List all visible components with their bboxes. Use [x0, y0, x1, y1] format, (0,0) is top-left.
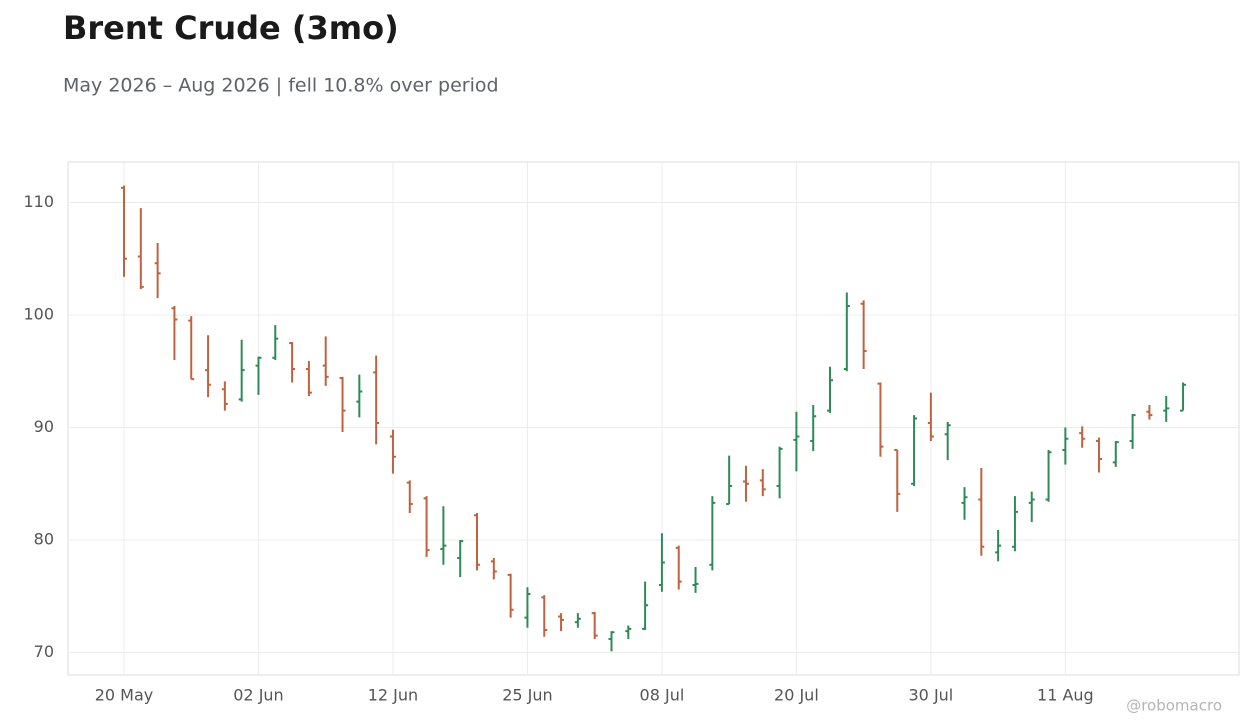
x-tick-label: 30 Jul — [909, 686, 954, 705]
x-tick-label: 12 Jun — [368, 686, 418, 705]
x-tick-label: 02 Jun — [233, 686, 283, 705]
credit: @robomacro — [1126, 697, 1222, 715]
x-tick-label: 11 Aug — [1037, 686, 1094, 705]
x-tick-label: 25 Jun — [502, 686, 552, 705]
plot-frame — [67, 161, 1240, 676]
x-tick-label: 08 Jul — [640, 686, 685, 705]
chart-subtitle: May 2026 – Aug 2026 | fell 10.8% over pe… — [63, 75, 499, 97]
y-tick-label: 90 — [34, 417, 54, 436]
chart-title: Brent Crude (3mo) — [63, 9, 399, 47]
y-tick-label: 70 — [34, 642, 54, 661]
y-tick-label: 80 — [34, 530, 54, 549]
x-tick-label: 20 Jul — [774, 686, 819, 705]
x-tick-label: 20 May — [95, 686, 154, 705]
y-tick-label: 110 — [23, 192, 54, 211]
y-tick-label: 100 — [23, 305, 54, 324]
